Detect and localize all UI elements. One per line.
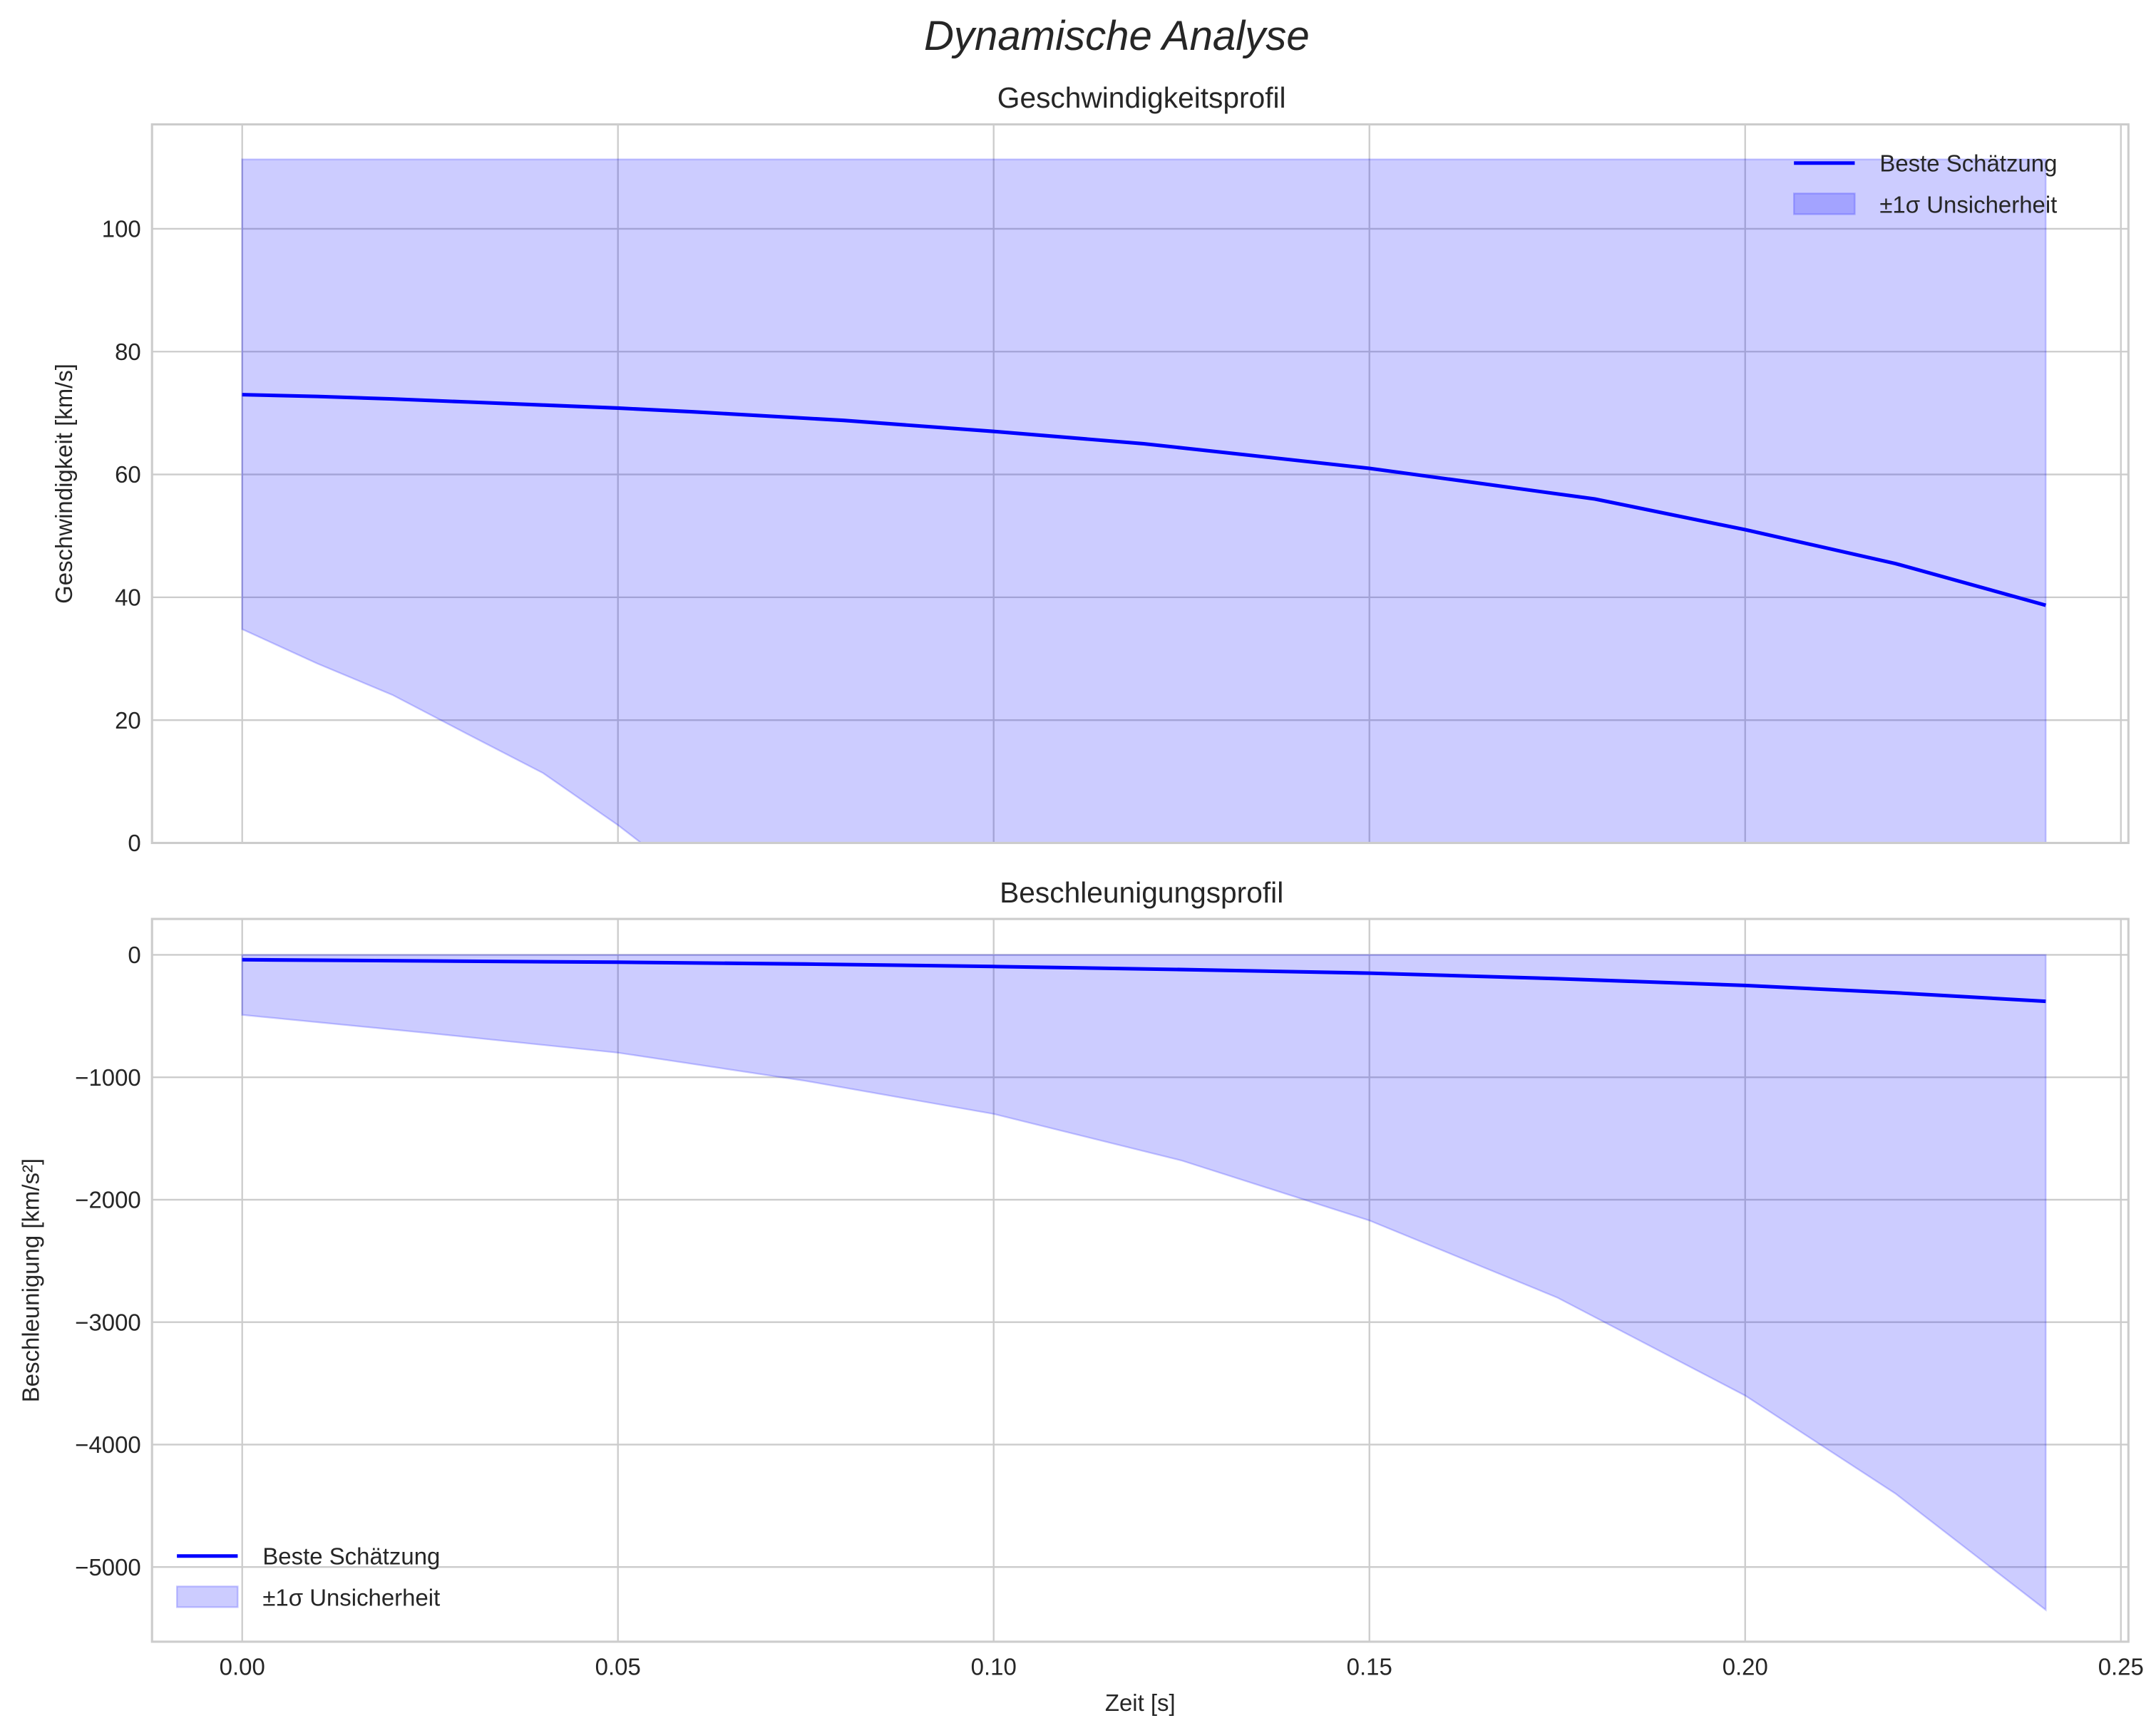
x-tick-label: 0.20 (1723, 1653, 1768, 1680)
uncertainty-band (241, 158, 2047, 844)
figure-content: Dynamische Analyse 0 20 40 60 80 100 Geschwind… (17, 13, 2144, 1716)
x-tick-label: 0.15 (1347, 1653, 1392, 1680)
y-tick-label: 60 (115, 461, 141, 488)
best-estimate-line (242, 957, 2046, 1004)
x-tick-label: 0.05 (595, 1653, 641, 1680)
legend-label-best: Beste Schätzung (1879, 150, 2057, 176)
legend-label-uncertainty: ±1σ Unsicherheit (262, 1585, 440, 1611)
y-tick-label: 40 (115, 584, 141, 610)
y-tick-label: −5000 (75, 1554, 141, 1580)
best-estimate-line (242, 393, 2047, 607)
y-tick-label: 0 (128, 830, 140, 856)
y-tick-label: −2000 (75, 1187, 141, 1213)
panel-title: Beschleunigungsprofil (1000, 876, 1283, 909)
y-axis-label: Beschleunigung [km/s²] (17, 1158, 43, 1402)
uncertainty-band (241, 954, 2047, 1612)
x-tick-label: 0.10 (971, 1653, 1017, 1680)
y-tick-label: −1000 (75, 1064, 141, 1091)
y-tick-label: 80 (115, 339, 141, 365)
x-tick-label: 0.00 (220, 1653, 265, 1680)
legend-label-best: Beste Schätzung (262, 1543, 440, 1569)
y-tick-label: −3000 (75, 1309, 141, 1335)
y-axis-label: Geschwindigkeit [km/s] (51, 364, 77, 604)
y-tick-label: 100 (102, 216, 141, 242)
legend-band-swatch (1793, 192, 1856, 215)
axes-frame (150, 123, 2130, 845)
panel-title: Geschwindigkeitsprofil (997, 81, 1286, 114)
acceleration-panel: 0.00 0.05 0.10 0.15 0.20 0.25 −5000 −4000 −3000 −… (17, 876, 2144, 1680)
axes-frame (150, 917, 2130, 1643)
y-tick-label: 20 (115, 707, 141, 734)
legend-label-uncertainty: ±1σ Unsicherheit (1879, 192, 2057, 218)
figure-title: Dynamische Analyse (924, 13, 1310, 59)
y-tick-label: 0 (128, 942, 140, 968)
velocity-panel: 0 20 40 60 80 100 Geschwindigkeitsprofil Geschw… (51, 81, 2130, 856)
legend-band-swatch (175, 1585, 239, 1608)
x-axis-label: Zeit [s] (1105, 1690, 1176, 1716)
y-tick-label: −4000 (75, 1431, 141, 1458)
x-tick-label: 0.25 (2098, 1653, 2144, 1680)
